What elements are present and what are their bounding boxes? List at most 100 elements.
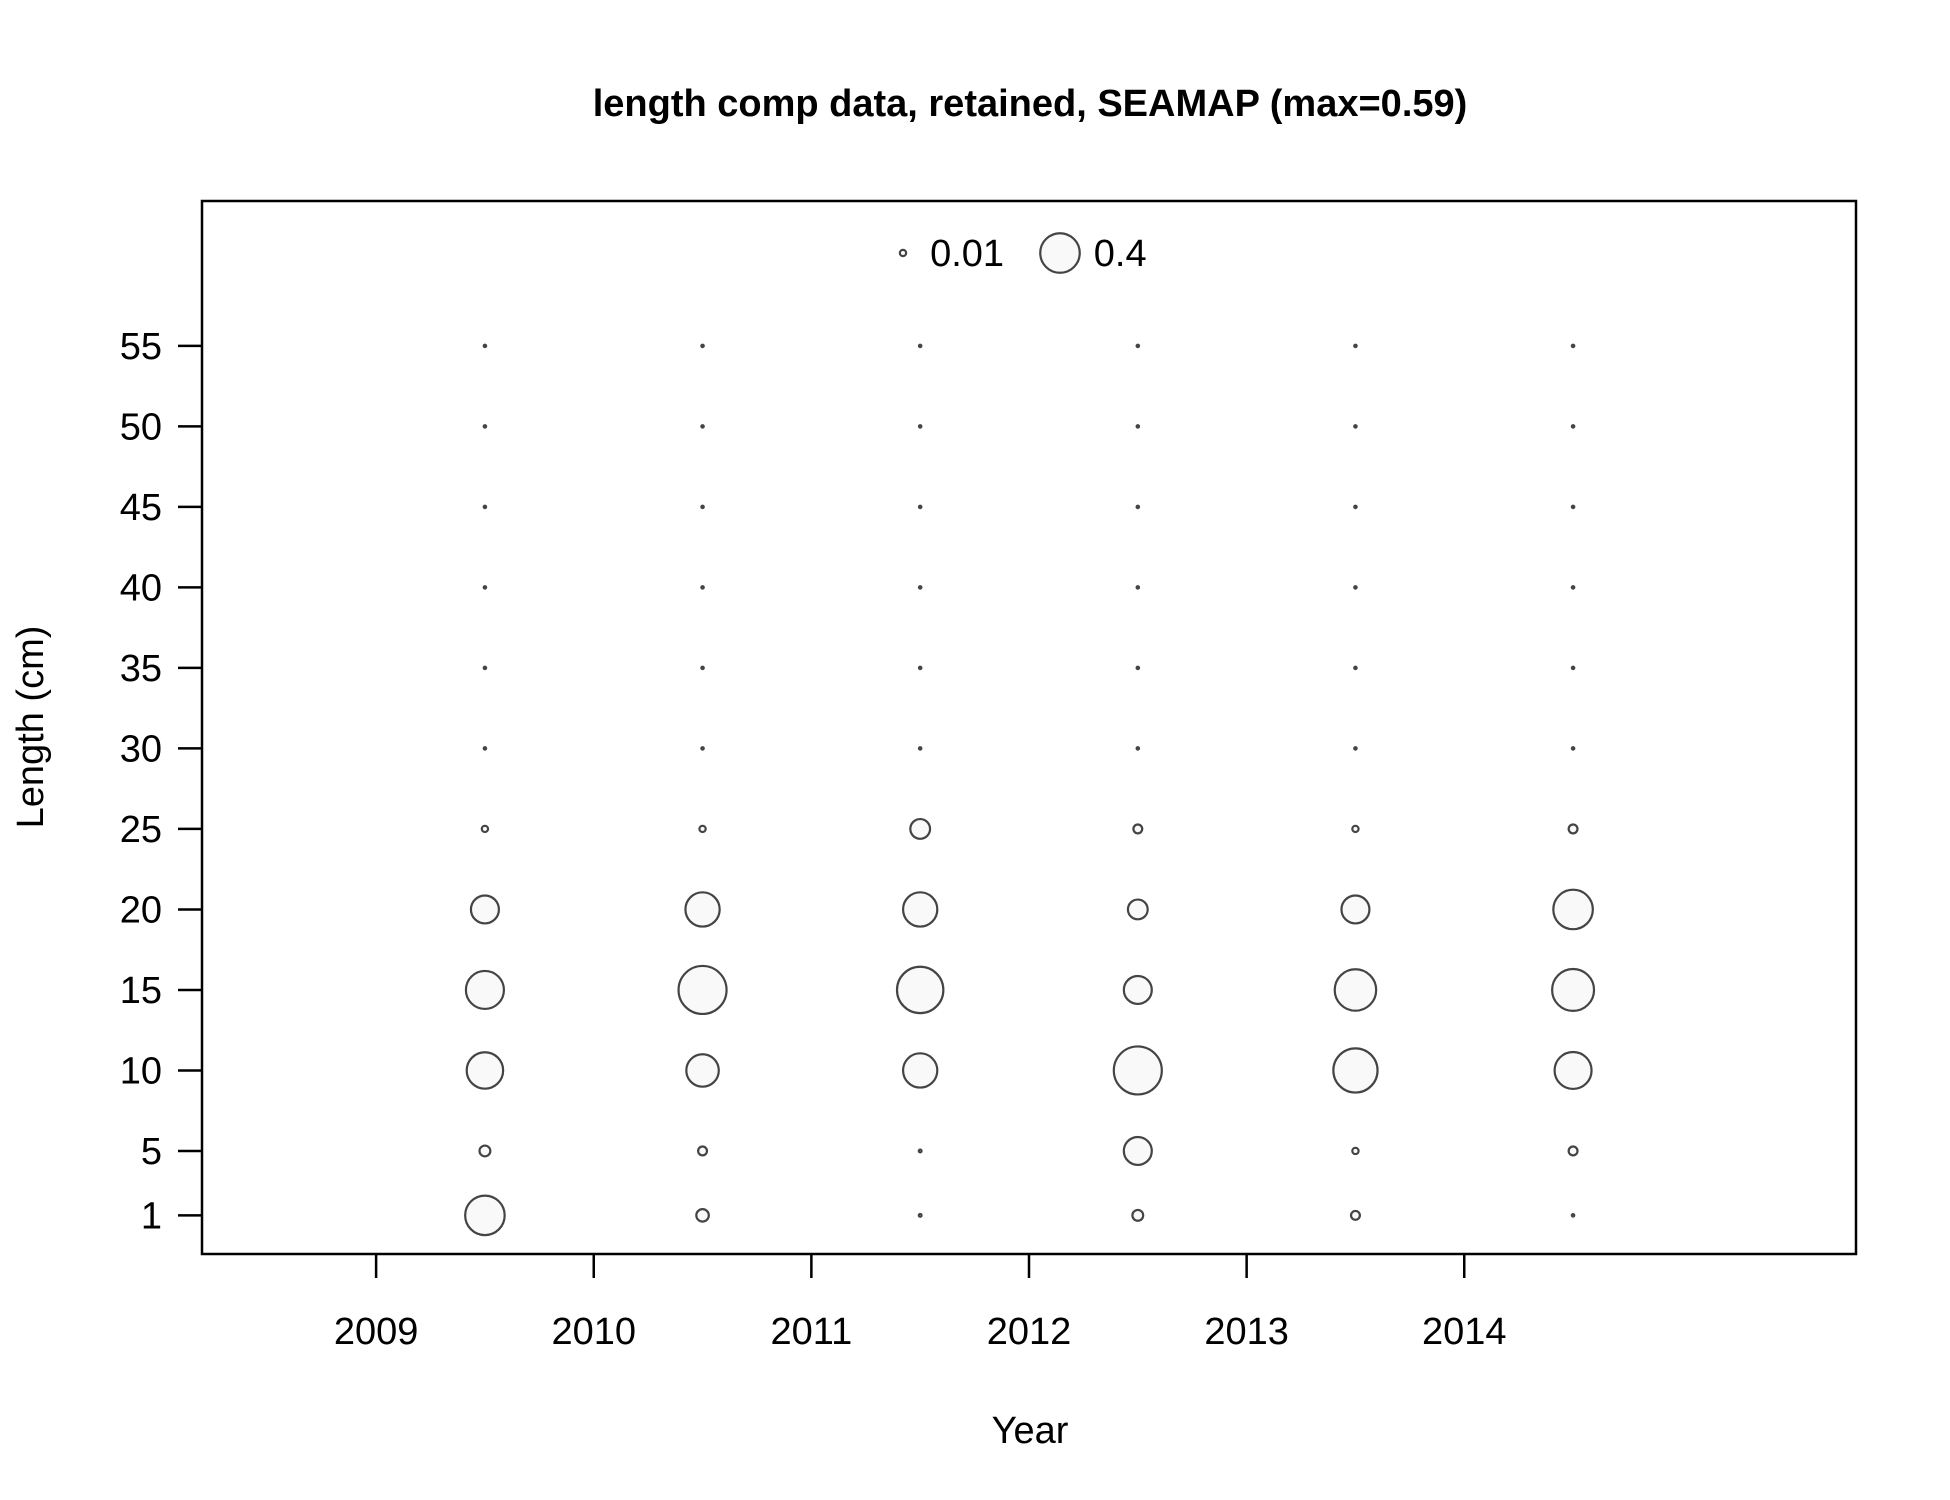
bubble-point (1353, 665, 1358, 671)
bubble-point (469, 894, 500, 925)
x-tick-label: 2012 (987, 1311, 1072, 1353)
bubble-point (1135, 585, 1141, 590)
y-tick-label: 5 (141, 1131, 162, 1173)
chart-title: length comp data, retained, SEAMAP (max=… (593, 83, 1468, 125)
bubble-point (677, 964, 728, 1016)
y-tick-label: 20 (120, 889, 162, 931)
bubble-point (1567, 1145, 1579, 1157)
bubble-point (901, 1052, 939, 1089)
bubble-point (917, 746, 923, 751)
bubble-point (1570, 585, 1576, 590)
legend-label: 0.01 (930, 233, 1004, 275)
bubble-point (698, 824, 707, 834)
y-tick-label: 40 (120, 567, 162, 609)
legend-label: 0.4 (1094, 233, 1147, 275)
bubble-point (1122, 974, 1153, 1006)
bubble-point (917, 585, 923, 590)
bubble-point (1131, 1208, 1145, 1222)
bubble-point (1570, 424, 1576, 429)
bubble-point (1340, 894, 1371, 925)
bubble-point (1567, 823, 1579, 835)
bubble-point (700, 585, 705, 590)
bubble-point (1353, 343, 1358, 349)
legend: 0.01 0.4 (898, 232, 1147, 275)
bubble-point (695, 1208, 710, 1223)
bubble-point (697, 1145, 709, 1157)
y-tick-label: 50 (120, 406, 162, 448)
bubble-point (901, 891, 939, 928)
bubble-point (700, 424, 705, 429)
bubble-point (1552, 888, 1594, 931)
x-tick-label: 2014 (1422, 1311, 1507, 1353)
bubble-point (700, 665, 705, 671)
bubble-point (917, 424, 923, 429)
bubble-point (1122, 1135, 1153, 1167)
y-tick-label: 45 (120, 487, 162, 529)
y-tick-label: 30 (120, 728, 162, 770)
bubble-point (909, 817, 932, 840)
x-tick-label: 2011 (771, 1311, 853, 1353)
bubble-point (1351, 824, 1360, 834)
bubble-point (1570, 504, 1576, 510)
bubble-point (1332, 1047, 1379, 1094)
bubble-point (1351, 1146, 1360, 1156)
plot-frame (200, 199, 1858, 1256)
y-tick-label: 55 (120, 326, 162, 368)
bubble-point (700, 746, 705, 751)
bubble-point (482, 665, 488, 671)
bubble-point (917, 1148, 923, 1154)
bubble-point (700, 504, 705, 510)
bubble-point (482, 343, 488, 349)
y-tick-label: 10 (120, 1050, 162, 1092)
y-tick-label: 15 (120, 970, 162, 1012)
bubble-point (482, 424, 488, 429)
bubble-point (1349, 1209, 1361, 1221)
bubble-point (1353, 424, 1358, 429)
bubble-point (1135, 504, 1141, 510)
bubble-point (1126, 898, 1149, 921)
bubble-layer (464, 343, 1596, 1237)
bubble-point (684, 891, 721, 928)
bubble-point (465, 1051, 505, 1090)
bubble-point (1551, 967, 1596, 1013)
bubble-point (1353, 504, 1358, 510)
bubble-point (480, 824, 490, 834)
bubble-point (1135, 746, 1141, 751)
bubble-point (1333, 968, 1378, 1012)
bubble-point (482, 504, 488, 510)
bubble-point (1553, 1050, 1593, 1091)
bubble-point (482, 746, 488, 751)
bubble-point (1135, 424, 1141, 429)
legend-bubble (1039, 232, 1081, 274)
bubble-point (1353, 585, 1358, 590)
bubble-point (1135, 665, 1141, 671)
bubble-point (1132, 823, 1144, 835)
x-tick-label: 2013 (1204, 1311, 1289, 1353)
bubble-point (700, 343, 705, 349)
bubble-point (685, 1053, 720, 1088)
x-tick-label: 2009 (334, 1311, 419, 1353)
bubble-point (1353, 746, 1358, 751)
bubble-point (1570, 665, 1576, 671)
bubble-point (895, 965, 945, 1015)
bubble-point (1570, 343, 1576, 349)
y-tick-label: 1 (141, 1195, 162, 1237)
y-tick-label: 35 (120, 648, 162, 690)
bubble-point (1570, 1213, 1576, 1218)
bubble-point (1135, 343, 1141, 349)
x-axis-title: Year (992, 1410, 1069, 1452)
bubble-point (482, 585, 488, 590)
bubble-point (1570, 746, 1576, 751)
bubble-point (917, 343, 923, 349)
bubble-point (917, 665, 923, 671)
bubble-point (478, 1144, 492, 1158)
bubble-point (917, 504, 923, 510)
y-tick-label: 25 (120, 809, 162, 851)
bubble-point (464, 969, 506, 1011)
bubble-point (1112, 1045, 1163, 1096)
x-tick-label: 2010 (551, 1311, 636, 1353)
legend-bubble (898, 248, 908, 258)
y-axis-title: Length (cm) (10, 626, 52, 829)
